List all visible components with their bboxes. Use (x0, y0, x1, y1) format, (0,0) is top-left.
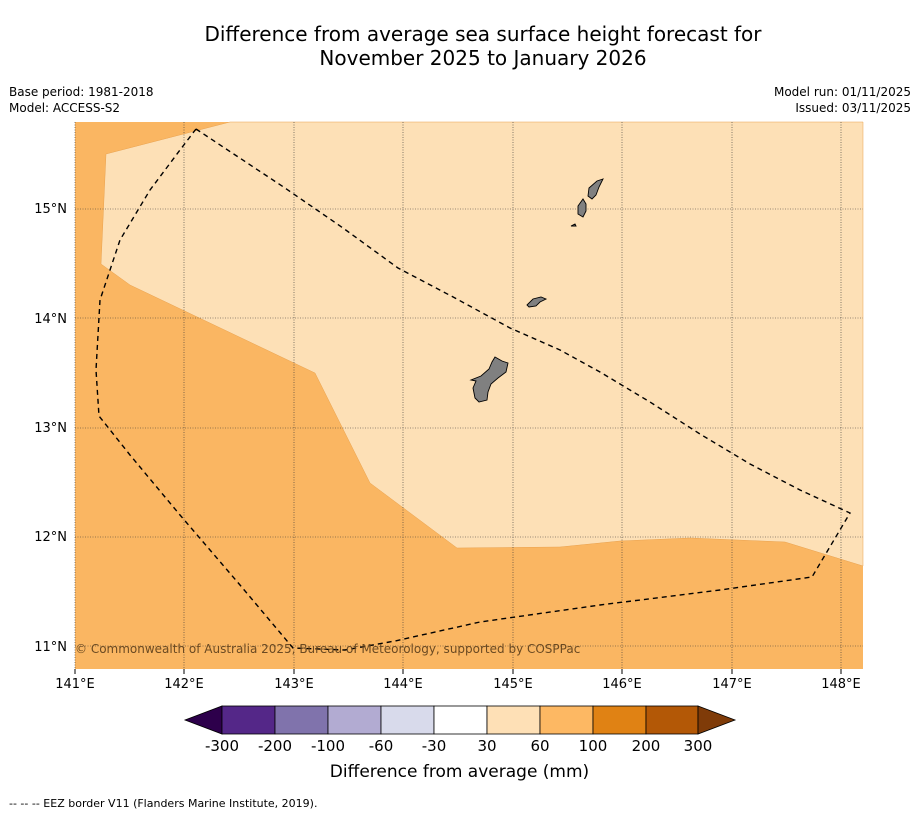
colorbar-tick: -60 (369, 737, 394, 755)
tick-marks (74, 669, 842, 674)
lat-labels: 15°N 14°N 13°N 12°N 11°N (34, 202, 67, 655)
colorbar-tick: -100 (311, 737, 345, 755)
colorbar-bin-7 (539, 705, 594, 735)
aguijan-island (570, 223, 577, 227)
lat-label-13n: 13°N (34, 421, 67, 436)
lon-labels: 141°E 142°E 143°E 144°E 145°E 146°E 147°… (55, 677, 861, 692)
meta-right: Model run: 01/11/2025 Issued: 03/11/2025 (774, 84, 911, 116)
colorbar-tick: 100 (579, 737, 608, 755)
lat-label-11n: 11°N (34, 640, 67, 655)
colorbar-bin-9 (645, 705, 699, 735)
islands (469, 178, 604, 403)
anomaly-region-30-60 (100, 121, 864, 567)
colorbar-bin-1 (221, 705, 276, 735)
rota-island (526, 296, 548, 308)
lon-label-147e: 147°E (712, 677, 752, 692)
colorbar-label: Difference from average (mm) (329, 762, 590, 782)
eez-border (95, 128, 851, 651)
lon-label-142e: 142°E (164, 677, 204, 692)
map-credit: © Commonwealth of Australia 2025, Bureau… (75, 642, 580, 656)
colorbar-ticks: -300 -200 -100 -60 -30 30 60 100 200 300 (205, 737, 712, 755)
eez-legend: -- -- -- EEZ border V11 (Flanders Marine… (9, 797, 318, 810)
lat-label-15n: 15°N (34, 202, 67, 217)
lat-label-14n: 14°N (34, 312, 67, 327)
colorbar-extend-low (183, 705, 223, 735)
model-run: Model run: 01/11/2025 (773, 85, 911, 99)
colorbar-tick: 30 (477, 737, 496, 755)
colorbar-tick: -300 (205, 737, 239, 755)
plot-area: © Commonwealth of Australia 2025, Bureau… (74, 121, 864, 674)
guam-island (469, 356, 509, 403)
colorbar-tick: -200 (258, 737, 292, 755)
colorbar-bin-5 (433, 705, 488, 735)
colorbar (183, 705, 737, 735)
map-title: Difference from average sea surface heig… (0, 22, 919, 70)
lon-label-146e: 146°E (602, 677, 642, 692)
colorbar-tick: 60 (530, 737, 549, 755)
colorbar-tick: 300 (684, 737, 713, 755)
lon-label-141e: 141°E (55, 677, 95, 692)
lon-label-143e: 143°E (274, 677, 314, 692)
colorbar-tick: -30 (422, 737, 447, 755)
lon-label-145e: 145°E (493, 677, 533, 692)
title-line-2: November 2025 to January 2026 (319, 46, 647, 70)
tinian-island (577, 198, 587, 218)
model-name: Model: ACCESS-S2 (9, 101, 121, 115)
colorbar-bin-6 (486, 705, 541, 735)
saipan-island (587, 178, 604, 200)
title-line-1: Difference from average sea surface heig… (204, 22, 762, 46)
lat-label-12n: 12°N (34, 530, 67, 545)
lon-label-144e: 144°E (383, 677, 423, 692)
colorbar-bin-3 (327, 705, 382, 735)
colorbar-bin-2 (274, 705, 329, 735)
issued-date: Issued: 03/11/2025 (795, 101, 911, 115)
meta-left: Base period: 1981-2018 Model: ACCESS-S2 (9, 84, 154, 116)
colorbar-bin-4 (380, 705, 435, 735)
graticule (74, 122, 863, 669)
colorbar-bin-8 (592, 705, 647, 735)
lon-label-148e: 148°E (821, 677, 861, 692)
base-period: Base period: 1981-2018 (9, 85, 154, 99)
colorbar-tick: 200 (632, 737, 661, 755)
colorbar-extend-high (697, 705, 737, 735)
